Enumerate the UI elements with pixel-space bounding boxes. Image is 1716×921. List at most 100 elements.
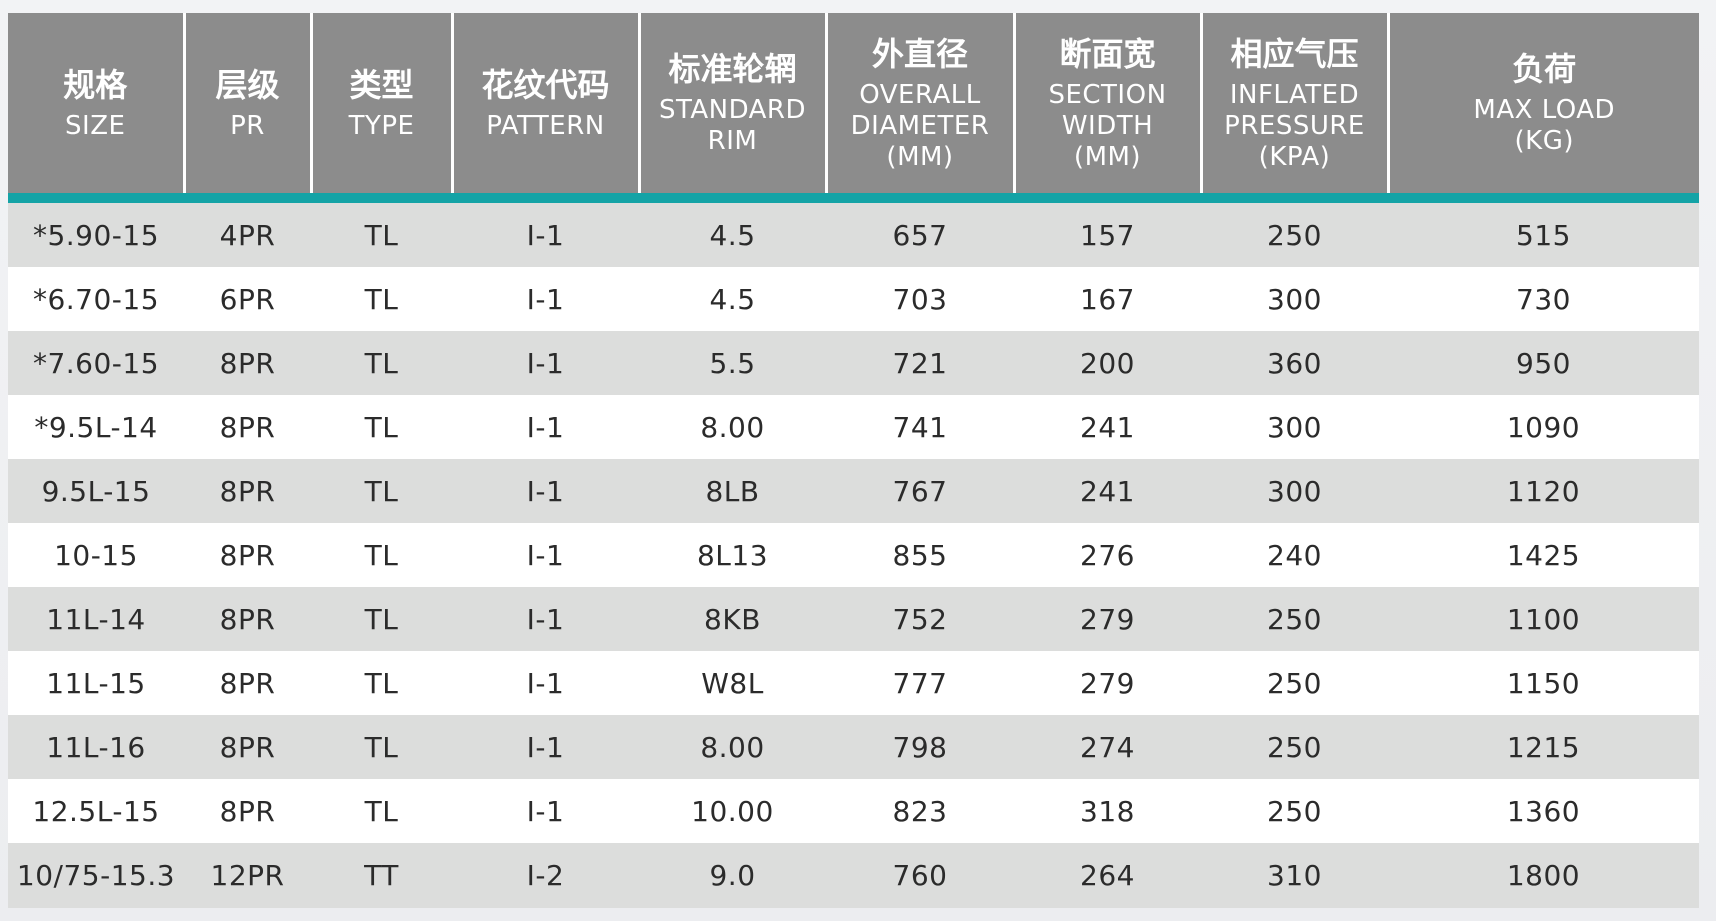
header-zh: 花纹代码: [481, 65, 610, 104]
cell-pattern: I-1: [452, 198, 639, 267]
header-max-load: 负荷 MAX LOAD (KG): [1388, 13, 1699, 203]
cell-standard-rim: 8L13: [639, 523, 826, 587]
table-row: 11L-14 8PR TL I-1 8KB 752 279 250 1100: [8, 587, 1699, 651]
header-overall-diameter: 外直径 OVERALL DIAMETER (MM): [826, 13, 1016, 203]
cell-size: *6.70-15: [8, 267, 184, 331]
table-body: *5.90-15 4PR TL I-1 4.5 657 157 250 515 *6.70-15 6…: [8, 198, 1699, 908]
cell-pattern: I-1: [452, 459, 639, 523]
header-pr: 层级 PR: [184, 13, 313, 203]
cell-size: *9.5L-14: [8, 395, 184, 459]
cell-max-load: 1090: [1388, 395, 1699, 459]
cell-section-width: 241: [1014, 459, 1201, 523]
cell-pr: 8PR: [184, 459, 311, 523]
cell-inflated-pressure: 360: [1201, 331, 1388, 395]
cell-overall-diameter: 703: [826, 267, 1014, 331]
header-zh: 类型: [349, 65, 414, 104]
header-standard-rim: 标准轮辋 STANDARD RIM: [639, 13, 828, 203]
header-section-width: 断面宽 SECTION WIDTH (MM): [1014, 13, 1203, 203]
cell-section-width: 241: [1014, 395, 1201, 459]
header-en: TYPE: [348, 110, 415, 141]
header-en: SIZE: [65, 110, 126, 141]
cell-size: 12.5L-15: [8, 779, 184, 843]
cell-pattern: I-1: [452, 715, 639, 779]
cell-inflated-pressure: 250: [1201, 198, 1388, 267]
header-en: MAX LOAD (KG): [1473, 95, 1616, 156]
cell-overall-diameter: 721: [826, 331, 1014, 395]
cell-standard-rim: 8LB: [639, 459, 826, 523]
cell-max-load: 950: [1388, 331, 1699, 395]
cell-pattern: I-1: [452, 331, 639, 395]
cell-type: TL: [311, 267, 452, 331]
cell-overall-diameter: 657: [826, 198, 1014, 267]
cell-standard-rim: 9.0: [639, 843, 826, 908]
cell-inflated-pressure: 310: [1201, 843, 1388, 908]
cell-pr: 8PR: [184, 779, 311, 843]
header-en: INFLATED PRESSURE (KPA): [1224, 79, 1365, 172]
table-row: *7.60-15 8PR TL I-1 5.5 721 200 360 950: [8, 331, 1699, 395]
cell-inflated-pressure: 240: [1201, 523, 1388, 587]
cell-size: 11L-14: [8, 587, 184, 651]
tire-spec-table-container: 规格 SIZE 层级 PR 类型 TYPE 花纹代码 PATTERN 标准轮辋: [8, 13, 1699, 908]
header-pattern: 花纹代码 PATTERN: [452, 13, 641, 203]
cell-inflated-pressure: 250: [1201, 651, 1388, 715]
cell-overall-diameter: 752: [826, 587, 1014, 651]
cell-max-load: 1360: [1388, 779, 1699, 843]
cell-section-width: 157: [1014, 198, 1201, 267]
cell-size: *5.90-15: [8, 198, 184, 267]
cell-type: TL: [311, 198, 452, 267]
cell-pr: 8PR: [184, 395, 311, 459]
cell-pattern: I-1: [452, 395, 639, 459]
cell-max-load: 515: [1388, 198, 1699, 267]
cell-pr: 6PR: [184, 267, 311, 331]
cell-size: 11L-16: [8, 715, 184, 779]
table-row: *9.5L-14 8PR TL I-1 8.00 741 241 300 1090: [8, 395, 1699, 459]
cell-size: 9.5L-15: [8, 459, 184, 523]
cell-max-load: 1100: [1388, 587, 1699, 651]
cell-type: TL: [311, 331, 452, 395]
cell-size: 10-15: [8, 523, 184, 587]
cell-pattern: I-1: [452, 267, 639, 331]
cell-standard-rim: 8.00: [639, 395, 826, 459]
cell-standard-rim: 5.5: [639, 331, 826, 395]
header-en: STANDARD RIM: [658, 95, 807, 156]
cell-type: TL: [311, 715, 452, 779]
cell-section-width: 279: [1014, 587, 1201, 651]
cell-max-load: 1150: [1388, 651, 1699, 715]
table-row: 9.5L-15 8PR TL I-1 8LB 767 241 300 1120: [8, 459, 1699, 523]
cell-section-width: 279: [1014, 651, 1201, 715]
header-inflated-pressure: 相应气压 INFLATED PRESSURE (KPA): [1201, 13, 1390, 203]
cell-standard-rim: 4.5: [639, 198, 826, 267]
cell-standard-rim: 10.00: [639, 779, 826, 843]
cell-size: 10/75-15.3: [8, 843, 184, 908]
table-row: 10/75-15.3 12PR TT I-2 9.0 760 264 310 1800: [8, 843, 1699, 908]
cell-section-width: 274: [1014, 715, 1201, 779]
cell-inflated-pressure: 300: [1201, 459, 1388, 523]
cell-standard-rim: 8KB: [639, 587, 826, 651]
header-zh: 负荷: [1512, 50, 1577, 88]
cell-overall-diameter: 777: [826, 651, 1014, 715]
header-zh: 层级: [215, 65, 280, 104]
cell-pr: 8PR: [184, 331, 311, 395]
cell-max-load: 1800: [1388, 843, 1699, 908]
cell-overall-diameter: 798: [826, 715, 1014, 779]
cell-max-load: 1215: [1388, 715, 1699, 779]
table-row: 12.5L-15 8PR TL I-1 10.00 823 318 250 1360: [8, 779, 1699, 843]
cell-type: TL: [311, 395, 452, 459]
table-row: 11L-16 8PR TL I-1 8.00 798 274 250 1215: [8, 715, 1699, 779]
cell-type: TT: [311, 843, 452, 908]
cell-pattern: I-1: [452, 523, 639, 587]
table-row: 10-15 8PR TL I-1 8L13 855 276 240 1425: [8, 523, 1699, 587]
cell-inflated-pressure: 250: [1201, 779, 1388, 843]
tire-spec-table: 规格 SIZE 层级 PR 类型 TYPE 花纹代码 PATTERN 标准轮辋: [8, 13, 1699, 908]
cell-type: TL: [311, 651, 452, 715]
header-en: PATTERN: [486, 110, 605, 141]
header-en: OVERALL DIAMETER (MM): [850, 79, 990, 172]
cell-pattern: I-1: [452, 779, 639, 843]
cell-max-load: 1425: [1388, 523, 1699, 587]
header-zh: 规格: [63, 65, 128, 104]
header-zh: 标准轮辋: [668, 50, 797, 88]
table-row: 11L-15 8PR TL I-1 W8L 777 279 250 1150: [8, 651, 1699, 715]
cell-type: TL: [311, 459, 452, 523]
cell-overall-diameter: 760: [826, 843, 1014, 908]
cell-standard-rim: W8L: [639, 651, 826, 715]
